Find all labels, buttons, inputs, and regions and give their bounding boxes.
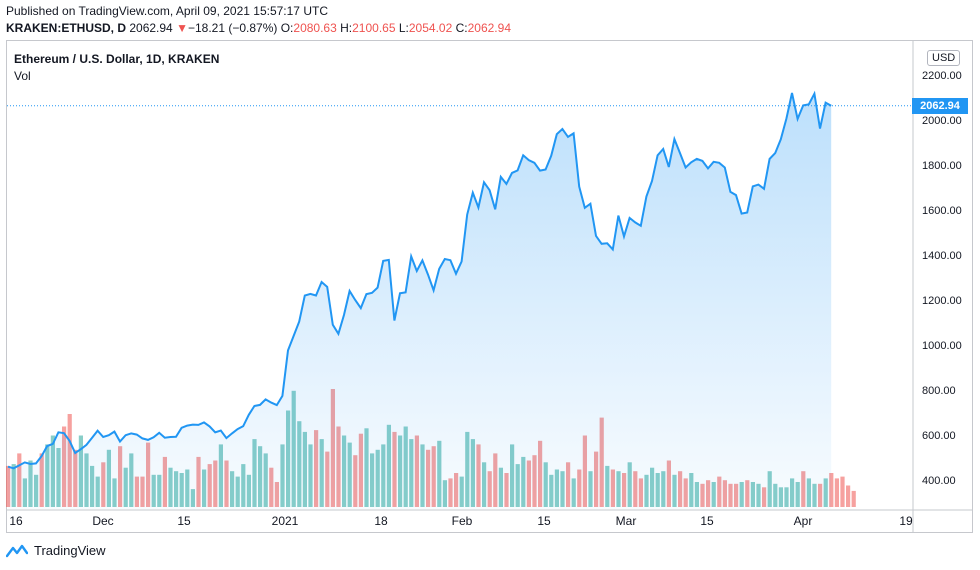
price-tick-label: 2000.00 (922, 115, 962, 127)
chart-frame (6, 40, 973, 533)
open-value: 2080.63 (293, 21, 337, 35)
low-value: 2054.02 (408, 21, 453, 35)
time-tick-label: Mar (616, 514, 637, 528)
footer: TradingView (6, 543, 106, 558)
chart-title: Ethereum / U.S. Dollar, 1D, KRAKEN (14, 52, 220, 66)
time-tick-label: Dec (92, 514, 113, 528)
ohlc-legend: KRAKEN:ETHUSD, D 2062.94 ▼−18.21 (−0.87%… (6, 21, 511, 35)
volume-label: Vol (14, 69, 31, 83)
price-tick-label: 2200.00 (922, 70, 962, 82)
down-arrow-icon: ▼ (176, 21, 188, 35)
price-tick-label: 1800.00 (922, 160, 962, 172)
time-tick-label: 19 (899, 514, 913, 528)
time-tick-label: 2021 (272, 514, 299, 528)
volume-bar (846, 485, 851, 507)
close-label: C: (455, 21, 468, 35)
volume-bar (840, 476, 845, 507)
price-tick-label: 1200.00 (922, 295, 962, 307)
low-label: L: (398, 21, 409, 35)
price-tick-label: 1000.00 (922, 340, 962, 352)
time-tick-label: Feb (452, 514, 473, 528)
open-label: O: (280, 21, 294, 35)
volume-bar (851, 490, 856, 507)
close-value: 2062.94 (467, 21, 511, 35)
time-axis: 16 Dec 15 2021 18 Feb 15 Mar 15 Apr 19 (9, 514, 913, 528)
high-value: 2100.65 (352, 21, 396, 35)
time-tick-label: 15 (177, 514, 191, 528)
price-tick-label: 800.00 (922, 385, 956, 397)
volume-bar (834, 478, 839, 507)
last-price: 2062.94 (129, 21, 173, 35)
price-axis: 400.00 600.00 800.00 1000.00 1200.00 1400.00 1… (922, 70, 962, 487)
time-tick-label: 18 (374, 514, 388, 528)
price-tick-label: 400.00 (922, 475, 956, 487)
time-tick-label: 16 (9, 514, 23, 528)
time-tick-label: Apr (794, 514, 813, 528)
change-value: −18.21 (−0.87%) (187, 21, 278, 35)
last-price-tag: 2062.94 (912, 98, 968, 114)
high-label: H: (340, 21, 353, 35)
footer-brand: TradingView (34, 543, 106, 558)
tradingview-logo-icon (6, 544, 28, 557)
price-area-fill (8, 93, 832, 509)
symbol-label: KRAKEN:ETHUSD, D (6, 21, 126, 35)
price-tick-label: 1600.00 (922, 205, 962, 217)
price-line (7, 90, 832, 470)
time-tick-label: 15 (537, 514, 551, 528)
price-tick-label: 600.00 (922, 430, 956, 442)
volume-bar (829, 473, 834, 507)
publish-info: Published on TradingView.com, April 09, … (6, 4, 328, 18)
currency-button[interactable]: USD (927, 50, 961, 66)
time-tick-label: 15 (700, 514, 714, 528)
price-tick-label: 1400.00 (922, 250, 962, 262)
